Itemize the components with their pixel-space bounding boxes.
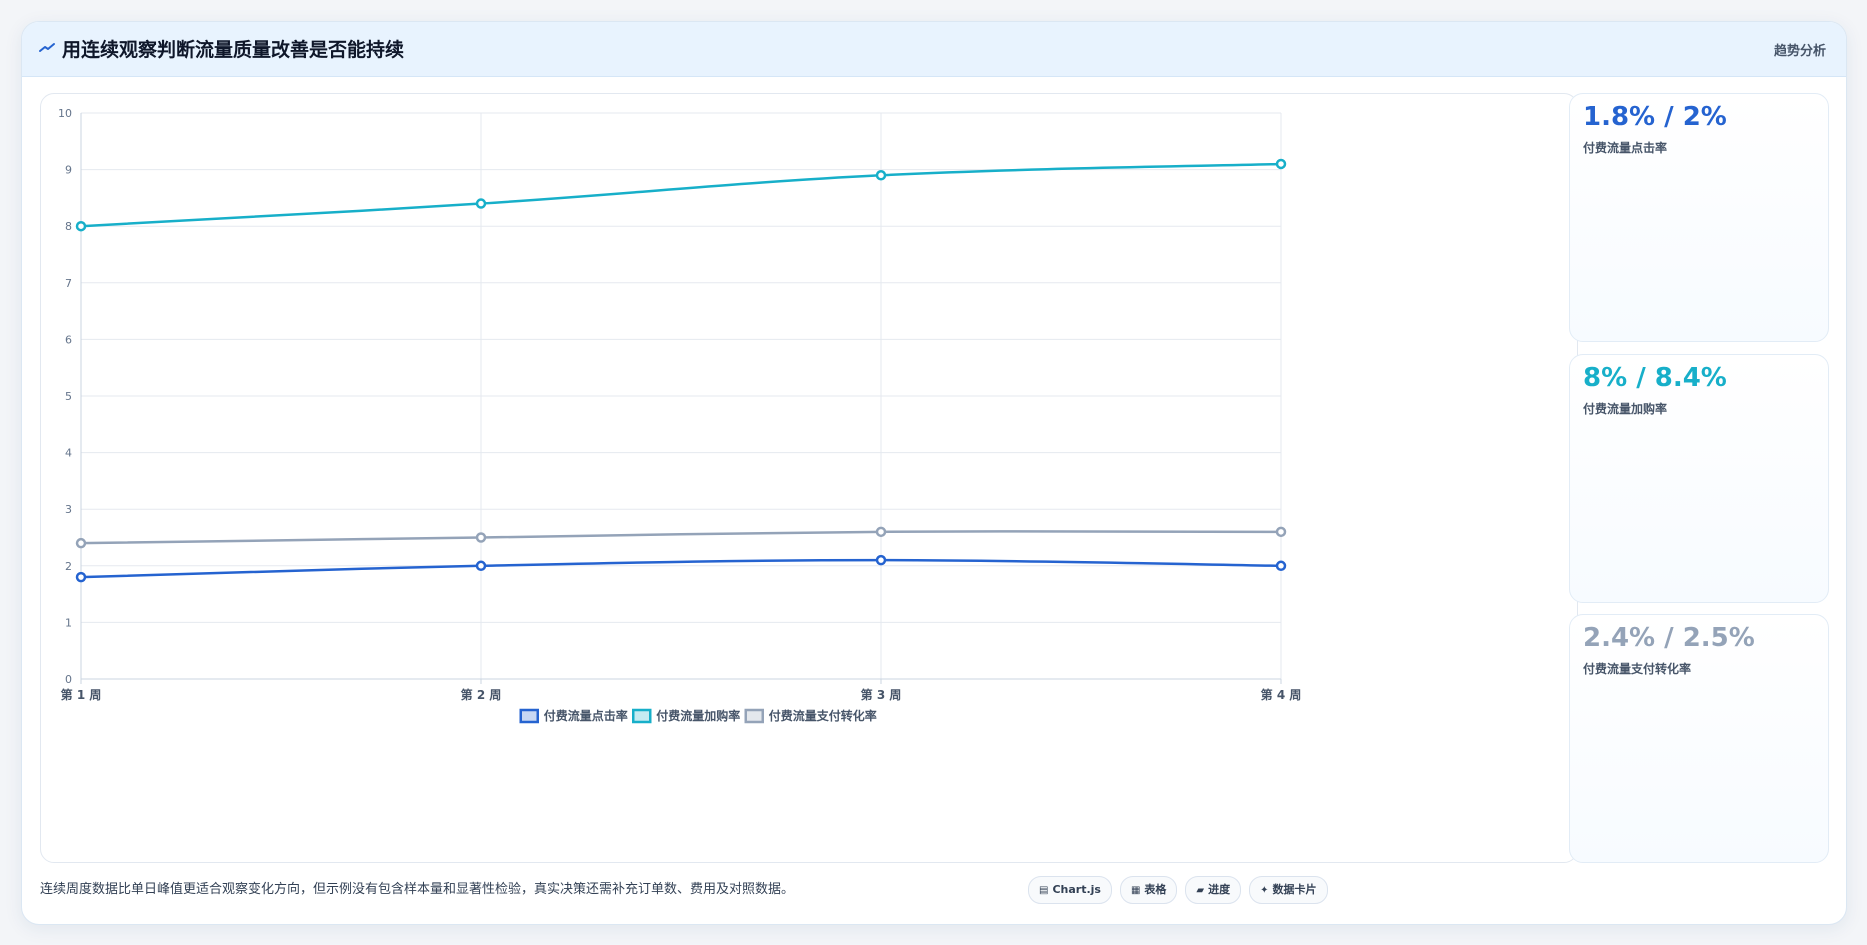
kpi-label: 付费流量加购率 bbox=[1583, 402, 1668, 416]
data-point bbox=[875, 170, 887, 181]
chart-icon: ▤ bbox=[1039, 885, 1049, 896]
legend-label: 付费流量加购率 bbox=[656, 708, 740, 723]
footnote: 连续周度数据比单日峰值更适合观察变化方向，但示例没有包含样本量和显著性检验，真实… bbox=[40, 882, 795, 897]
y-tick-label: 6 bbox=[65, 333, 72, 346]
data-point bbox=[1275, 526, 1287, 538]
series-line-3 bbox=[80, 530, 1282, 545]
x-tick-label: 第 2 周 bbox=[461, 687, 502, 702]
legend-swatch bbox=[744, 708, 764, 724]
kpi-card-ctr: 1.8% / 2% 付费流量点击率 bbox=[1569, 93, 1829, 342]
y-tick-label: 1 bbox=[65, 616, 72, 629]
page-title: 用连续观察判断流量质量改善是否能持续 bbox=[62, 39, 405, 61]
series-line-1 bbox=[80, 558, 1282, 579]
kpi-value: 8% / 8.4% bbox=[1583, 363, 1727, 393]
trend-icon bbox=[39, 43, 55, 52]
data-point bbox=[75, 571, 87, 583]
legend-swatch bbox=[519, 708, 539, 724]
x-tick-label: 第 4 周 bbox=[1261, 687, 1302, 702]
legend-label: 付费流量支付转化率 bbox=[769, 708, 877, 723]
y-tick-label: 0 bbox=[65, 673, 72, 686]
chip-label: Chart.js bbox=[1052, 883, 1101, 896]
progress-icon: ▰ bbox=[1196, 885, 1205, 896]
y-tick-label: 7 bbox=[65, 277, 72, 290]
panel-header: 用连续观察判断流量质量改善是否能持续 趋势分析 bbox=[22, 22, 1846, 77]
kpi-card-add-to-cart: 8% / 8.4% 付费流量加购率 bbox=[1569, 354, 1829, 603]
chartjs-chip[interactable]: ▤ Chart.js bbox=[1028, 876, 1112, 904]
data-point bbox=[1275, 158, 1287, 170]
chip-label: 表格 bbox=[1144, 883, 1167, 896]
y-tick-label: 9 bbox=[65, 164, 72, 177]
kpi-card-conversion: 2.4% / 2.5% 付费流量支付转化率 bbox=[1569, 614, 1829, 863]
chip-label: 进度 bbox=[1208, 883, 1231, 896]
series-line-2 bbox=[80, 162, 1282, 228]
chart-card: 0 1 2 3 4 5 6 7 8 9 10 第 1 周 第 2 周 第 3 周 第 4 周付费流量点击率 付… bbox=[40, 93, 1578, 863]
data-point bbox=[475, 532, 487, 543]
y-tick-label: 2 bbox=[65, 560, 72, 573]
y-tick-label: 3 bbox=[65, 503, 72, 516]
y-tick-label: 4 bbox=[65, 447, 72, 460]
legend-swatch bbox=[632, 708, 652, 724]
dashboard-panel: 用连续观察判断流量质量改善是否能持续 趋势分析 0 1 2 3 4 5 6 7 8 9 10 第 1 … bbox=[21, 21, 1847, 925]
data-point bbox=[1275, 560, 1287, 572]
data-point bbox=[875, 526, 887, 538]
data-point bbox=[75, 220, 87, 232]
table-chip[interactable]: ▦ 表格 bbox=[1119, 876, 1178, 904]
data-point bbox=[475, 560, 487, 572]
table-icon: ▦ bbox=[1130, 885, 1141, 896]
kpi-label: 付费流量支付转化率 bbox=[1583, 662, 1692, 676]
legend-label: 付费流量点击率 bbox=[544, 708, 628, 723]
y-tick-label: 5 bbox=[65, 390, 72, 403]
card-icon: ✦ bbox=[1260, 885, 1269, 896]
trend-analysis-tag: 趋势分析 bbox=[1773, 44, 1826, 59]
data-point bbox=[875, 554, 887, 566]
y-tick-label: 8 bbox=[65, 220, 72, 233]
chip-label: 数据卡片 bbox=[1272, 883, 1317, 896]
kpi-value: 1.8% / 2% bbox=[1583, 102, 1727, 132]
data-card-chip[interactable]: ✦ 数据卡片 bbox=[1249, 876, 1328, 904]
progress-chip[interactable]: ▰ 进度 bbox=[1185, 876, 1242, 904]
x-tick-label: 第 3 周 bbox=[861, 687, 902, 702]
data-point bbox=[475, 198, 487, 209]
data-point bbox=[75, 537, 87, 549]
view-chips: ▤ Chart.js ▦ 表格 ▰ 进度 ✦ 数据卡片 bbox=[1028, 876, 1328, 904]
y-tick-label: 10 bbox=[58, 107, 72, 120]
x-tick-label: 第 1 周 bbox=[61, 687, 102, 702]
kpi-value: 2.4% / 2.5% bbox=[1583, 623, 1755, 653]
kpi-label: 付费流量点击率 bbox=[1583, 141, 1668, 155]
